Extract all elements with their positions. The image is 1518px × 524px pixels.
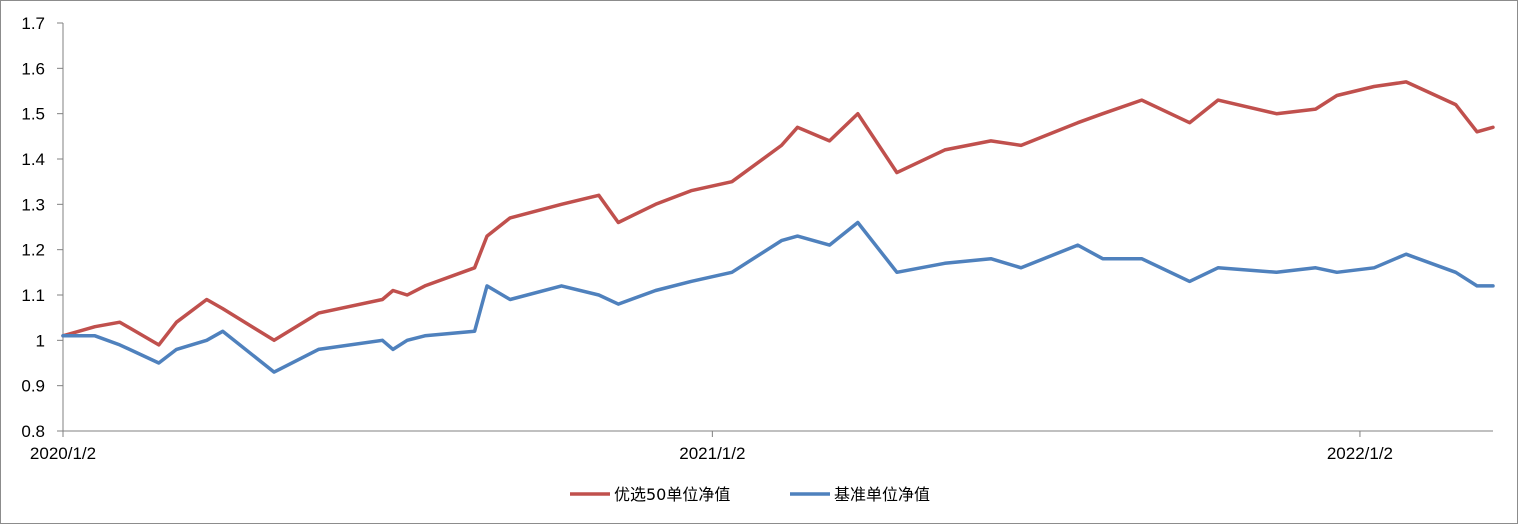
series-line-2 bbox=[61, 220, 1495, 374]
y-tick-label: 1.5 bbox=[21, 105, 45, 124]
y-tick-label: 1.3 bbox=[21, 195, 45, 214]
legend-label-1: 优选50单位净值 bbox=[614, 485, 730, 504]
chart-legend[interactable]: 优选50单位净值 基准单位净值 bbox=[570, 485, 930, 504]
y-tick-label: 1.2 bbox=[21, 241, 45, 260]
y-tick-label: 1 bbox=[36, 331, 45, 350]
x-tick-label: 2021/1/2 bbox=[679, 444, 745, 463]
x-axis-ticks: 2020/1/2 2021/1/2 2022/1/2 bbox=[30, 431, 1393, 463]
series-line-1 bbox=[61, 80, 1495, 347]
series-layer bbox=[61, 80, 1495, 374]
x-tick-label: 2020/1/2 bbox=[30, 444, 96, 463]
y-tick-label: 0.9 bbox=[21, 377, 45, 396]
legend-label-2: 基准单位净值 bbox=[834, 485, 930, 504]
y-tick-label: 1.6 bbox=[21, 59, 45, 78]
y-tick-label: 1.7 bbox=[21, 14, 45, 33]
y-tick-label: 1.4 bbox=[21, 150, 45, 169]
x-tick-label: 2022/1/2 bbox=[1327, 444, 1393, 463]
chart-axes bbox=[62, 23, 1493, 432]
y-tick-label: 1.1 bbox=[21, 286, 45, 305]
y-tick-label: 0.8 bbox=[21, 422, 45, 441]
y-axis-ticks: 0.8 0.9 1 1.1 1.2 1.3 1.4 1.5 1.6 1.7 bbox=[21, 14, 63, 441]
